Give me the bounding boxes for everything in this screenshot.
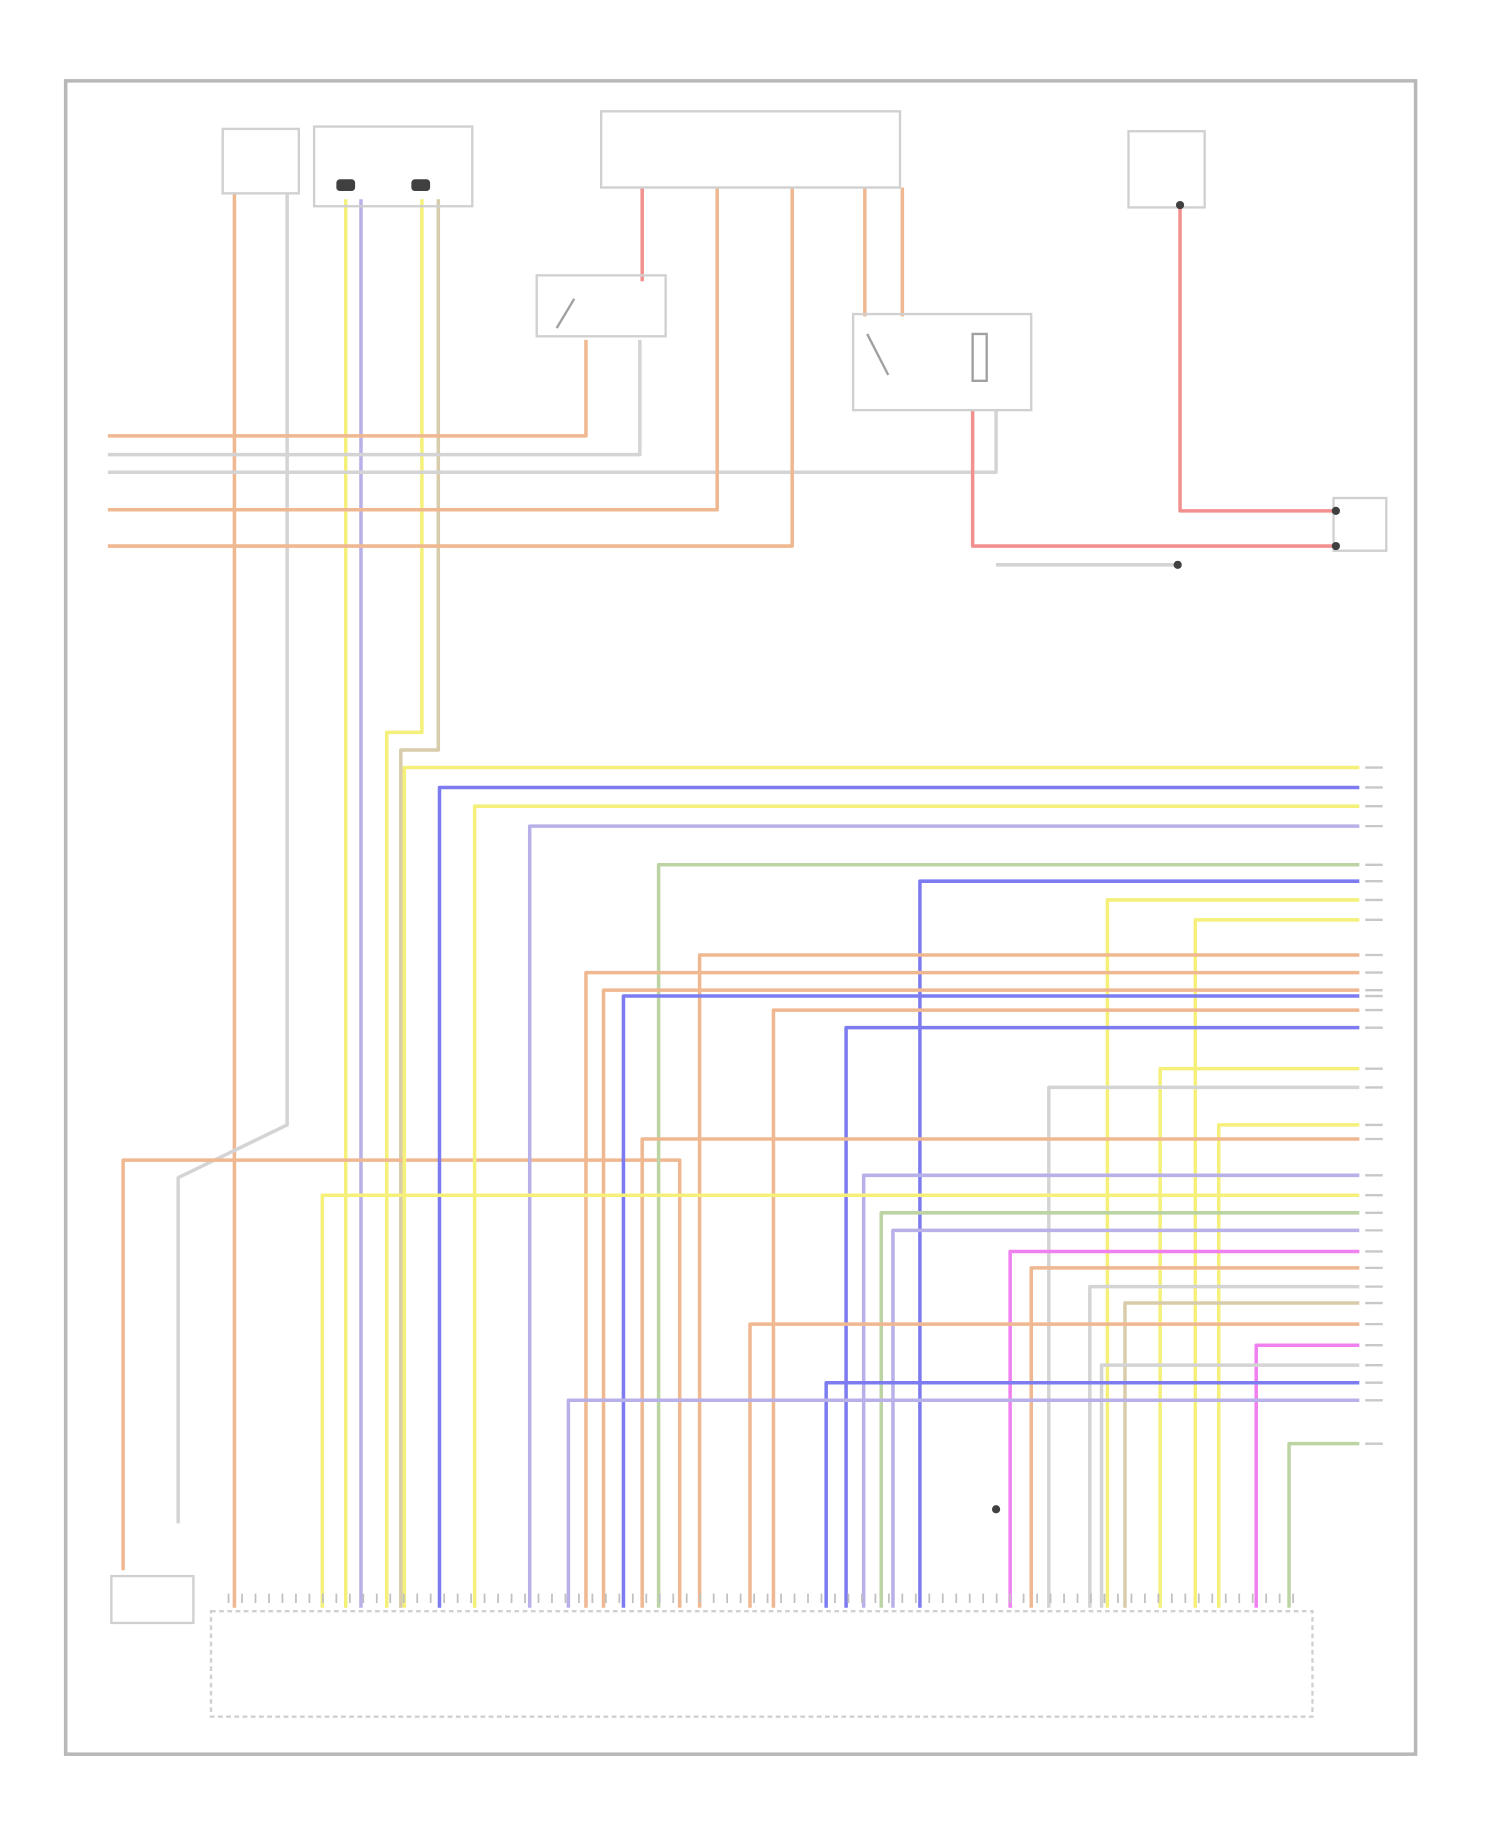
connector-right <box>1332 496 1388 552</box>
left-sensor <box>110 1574 195 1625</box>
harness-wire-yellow <box>1193 918 1360 1608</box>
harness-wire-yellow <box>1216 1123 1360 1608</box>
wire-orange <box>107 187 794 548</box>
harness-wire-violet <box>861 1173 1360 1608</box>
harness-wire-blue <box>918 879 1360 1608</box>
wire-yellow <box>384 199 424 1608</box>
wire-red <box>1178 205 1336 513</box>
wire-orange <box>107 339 588 438</box>
harness-wire-orange <box>584 970 1360 1608</box>
solenoid-icon <box>411 179 431 192</box>
diagram-frame <box>63 79 1418 1756</box>
splice-point <box>1331 506 1340 516</box>
harness-wire-orange <box>1029 1266 1360 1608</box>
harness-wire-magenta <box>1008 1249 1360 1608</box>
harness-wire-yellow <box>1105 898 1360 1608</box>
splice-point <box>991 1505 1001 1514</box>
splice-point <box>1173 560 1182 569</box>
fuse-block <box>600 110 902 189</box>
harness-wire-blue <box>824 1380 1360 1608</box>
splice-point <box>1331 541 1340 551</box>
wire-gray <box>107 410 998 474</box>
harness-wire-gray <box>1047 1085 1360 1608</box>
harness-wire-gray <box>1099 1363 1360 1608</box>
splice-point <box>1175 200 1185 210</box>
harness-wire-yellow <box>1158 1066 1360 1608</box>
relay-component <box>851 312 1033 412</box>
harness-wire-orange <box>601 988 1360 1608</box>
relay-contact-icon <box>866 333 890 376</box>
harness-wire-magenta <box>1254 1343 1360 1608</box>
switch-component <box>535 274 667 338</box>
harness-wire-tan <box>1123 1301 1360 1608</box>
harness-wire-yellow <box>472 804 1360 1608</box>
harness-wire-violet <box>527 824 1360 1608</box>
harness-wire-blue <box>621 994 1360 1608</box>
switch-contact-icon <box>555 298 576 329</box>
harness-wire-violet <box>566 1398 1360 1608</box>
harness-wire-green <box>1287 1441 1360 1608</box>
components-layer <box>110 110 1388 1718</box>
harness-wire-orange <box>748 1322 1360 1608</box>
wire-red <box>970 410 1336 548</box>
solenoid-icon <box>336 179 356 192</box>
harness-wire-blue <box>437 785 1360 1608</box>
harness-wire-yellow <box>402 765 1360 1608</box>
harness-wire-gray <box>1088 1284 1360 1608</box>
harness-wire-blue <box>844 1025 1360 1608</box>
wire-gray <box>107 339 642 457</box>
relay-coil-icon <box>971 332 988 383</box>
engine-control-module <box>209 1610 1314 1718</box>
harness-wire-yellow <box>320 1193 1360 1608</box>
fuse-block-right <box>1127 130 1206 209</box>
harness-wire-orange <box>697 953 1360 1608</box>
transmission-range-component <box>312 125 474 208</box>
harness-wire-green <box>879 1211 1360 1608</box>
harness-wire-orange <box>771 1008 1360 1608</box>
wire-orange <box>107 187 719 512</box>
harness-wire-orange <box>640 1137 1360 1608</box>
wire-tan <box>399 199 441 1608</box>
wire-orange <box>121 1158 682 1608</box>
wire-gray <box>176 193 289 1524</box>
harness-wire-green <box>656 863 1360 1608</box>
harness-wire-violet <box>891 1228 1360 1608</box>
wires-layer <box>107 187 1360 1608</box>
sensor-component <box>221 127 301 195</box>
